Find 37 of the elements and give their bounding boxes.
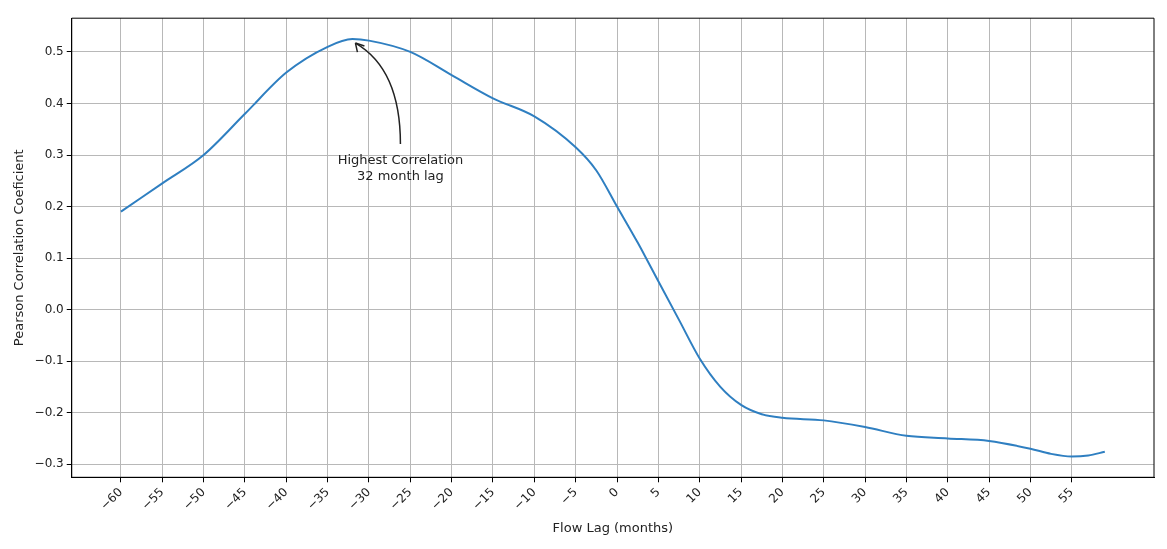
x-tick-label: −40 bbox=[262, 484, 291, 513]
x-tick-label: 25 bbox=[807, 484, 829, 506]
x-axis-title: Flow Lag (months) bbox=[552, 519, 674, 535]
x-tick-label: −35 bbox=[304, 484, 332, 513]
y-tick-label: 0.5 bbox=[44, 44, 64, 59]
y-tick-label: 0.3 bbox=[44, 147, 64, 162]
x-tick-label: 30 bbox=[848, 484, 870, 506]
x-tick-label: −25 bbox=[386, 484, 415, 513]
x-tick-label: −5 bbox=[557, 484, 580, 508]
x-tick-label: 0 bbox=[606, 484, 622, 501]
x-tick-label: 15 bbox=[724, 484, 746, 506]
x-tick-label: 50 bbox=[1014, 484, 1035, 506]
x-tick-label: 20 bbox=[765, 484, 787, 506]
x-tick-label: −15 bbox=[469, 484, 498, 513]
y-tick-label: −0.1 bbox=[34, 353, 64, 368]
x-tick-label: 55 bbox=[1055, 484, 1077, 506]
y-tick-label: 0.1 bbox=[44, 250, 64, 265]
y-tick-label: 0.0 bbox=[44, 301, 64, 316]
x-tick-label: 35 bbox=[890, 484, 911, 506]
x-tick-label: −45 bbox=[221, 484, 250, 513]
annotation: Highest Correlation 32 month lag bbox=[337, 151, 464, 183]
x-tick-label: −50 bbox=[180, 484, 208, 513]
y-tick-label: −0.3 bbox=[34, 456, 64, 471]
x-tick-label: −60 bbox=[97, 484, 126, 513]
x-tick-label: 40 bbox=[931, 484, 953, 506]
line-series bbox=[119, 38, 1106, 458]
y-tick-label: 0.2 bbox=[44, 198, 64, 213]
y-tick-label: 0.4 bbox=[44, 95, 64, 110]
y-tick-label: −0.2 bbox=[34, 404, 64, 419]
x-tick-label: −30 bbox=[345, 484, 374, 513]
y-axis-title: Pearson Correlation Coeficient bbox=[11, 149, 27, 347]
x-tick-label: 45 bbox=[972, 484, 994, 506]
x-tick-label: 5 bbox=[647, 484, 663, 501]
x-tick-label: 10 bbox=[683, 484, 705, 506]
x-tick-label: −10 bbox=[510, 484, 539, 513]
x-tick-label: −55 bbox=[138, 484, 167, 513]
x-tick-label: −20 bbox=[428, 484, 456, 513]
